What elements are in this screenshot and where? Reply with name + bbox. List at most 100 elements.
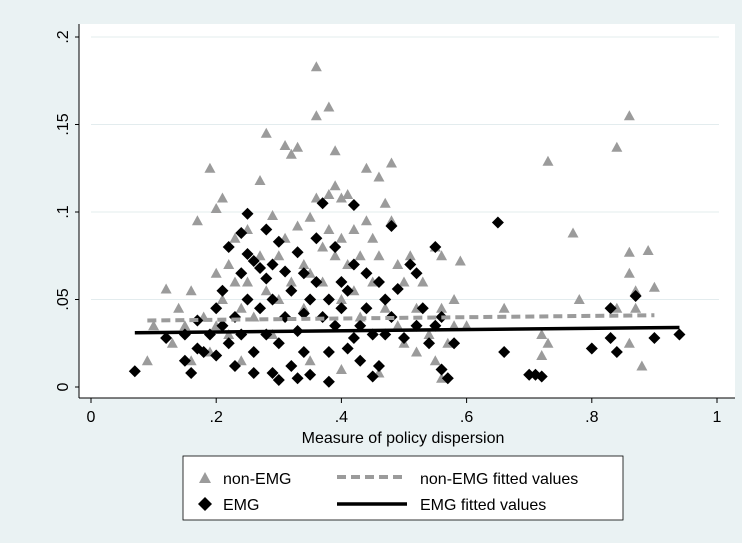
point-emg: [210, 349, 223, 362]
point-non-emg: [454, 255, 466, 266]
point-emg: [291, 246, 304, 259]
point-emg: [241, 248, 254, 260]
point-non-emg: [385, 157, 397, 168]
point-non-emg: [141, 355, 153, 366]
point-emg: [241, 207, 254, 220]
point-non-emg: [304, 211, 316, 222]
legend-label-emg: EMG: [223, 497, 259, 514]
point-emg: [216, 284, 229, 297]
point-non-emg: [335, 192, 347, 203]
point-emg: [441, 372, 454, 385]
point-emg: [247, 255, 260, 267]
point-emg: [673, 328, 686, 341]
x-tick-label: .2: [210, 409, 223, 426]
point-non-emg: [567, 227, 579, 238]
point-non-emg: [630, 302, 642, 313]
fitted-lines: [134, 313, 680, 335]
point-emg: [347, 332, 360, 344]
grid-lines: [91, 36, 719, 300]
point-emg: [347, 199, 360, 211]
point-non-emg: [354, 250, 366, 261]
point-non-emg: [235, 302, 247, 313]
point-emg: [448, 337, 461, 350]
point-non-emg: [273, 250, 285, 261]
point-emg: [404, 258, 417, 271]
point-non-emg: [335, 232, 347, 243]
point-non-emg: [636, 360, 648, 371]
point-non-emg: [642, 245, 654, 255]
point-non-emg: [329, 250, 341, 261]
point-non-emg: [536, 329, 548, 339]
point-emg: [354, 354, 367, 367]
point-emg: [329, 319, 342, 332]
legend-marker-non-emg: [199, 472, 211, 483]
tick-labels: 0 .05 .1 .15 .2 0 .2 .4 .6 .8 1: [55, 30, 722, 426]
point-non-emg: [379, 197, 391, 208]
y-tick-label: .15: [55, 113, 72, 135]
point-non-emg: [379, 302, 391, 313]
point-emg: [222, 241, 235, 253]
point-emg: [410, 267, 423, 280]
point-non-emg: [436, 250, 448, 261]
point-emg: [254, 302, 267, 315]
point-non-emg: [242, 276, 253, 287]
point-emg: [372, 360, 385, 372]
point-emg: [210, 302, 223, 315]
point-non-emg: [216, 294, 228, 304]
fitted-line-emg: [134, 325, 680, 335]
point-emg: [216, 319, 229, 332]
point-emg: [604, 332, 617, 344]
point-non-emg: [179, 320, 191, 331]
point-non-emg: [223, 259, 235, 269]
point-emg: [260, 223, 273, 236]
point-emg: [341, 284, 354, 297]
point-non-emg: [423, 329, 435, 339]
point-emg: [398, 332, 410, 344]
point-non-emg: [235, 355, 247, 366]
point-non-emg: [623, 110, 635, 121]
point-emg: [235, 267, 248, 280]
point-emg: [329, 241, 342, 253]
point-emg: [385, 220, 398, 232]
point-non-emg: [260, 127, 272, 138]
point-emg: [491, 216, 504, 229]
point-non-emg: [323, 224, 335, 234]
point-emg: [322, 346, 335, 358]
y-tick-label: .1: [55, 205, 72, 218]
point-emg: [178, 354, 191, 367]
point-emg: [585, 342, 598, 355]
point-non-emg: [429, 355, 441, 366]
point-emg: [291, 372, 304, 385]
point-emg: [247, 346, 260, 358]
point-non-emg: [191, 215, 203, 226]
point-emg: [535, 370, 548, 383]
plot-area: [79, 24, 735, 398]
point-non-emg: [648, 281, 660, 292]
point-emg: [304, 368, 317, 381]
point-non-emg: [436, 302, 448, 313]
point-emg: [279, 265, 292, 278]
point-non-emg: [260, 285, 272, 296]
point-non-emg: [348, 224, 360, 234]
point-emg: [304, 293, 317, 306]
point-non-emg: [292, 141, 304, 152]
point-non-emg: [285, 148, 297, 159]
legend: non-EMG non-EMG fitted values EMG EMG fi…: [182, 455, 624, 521]
point-emg: [629, 290, 642, 302]
point-emg: [372, 276, 385, 288]
point-non-emg: [623, 246, 635, 257]
point-non-emg: [335, 294, 347, 304]
y-tick-label: .05: [55, 288, 72, 310]
point-non-emg: [367, 232, 379, 243]
point-emg: [222, 337, 235, 350]
point-non-emg: [210, 267, 222, 278]
point-emg: [335, 276, 348, 288]
point-non-emg: [392, 259, 404, 269]
x-tick-label: 0: [87, 409, 96, 426]
point-emg: [266, 367, 279, 379]
point-non-emg: [229, 232, 241, 243]
point-emg: [648, 332, 661, 344]
point-non-emg: [573, 294, 585, 304]
point-emg: [391, 283, 404, 295]
point-non-emg: [310, 110, 322, 121]
